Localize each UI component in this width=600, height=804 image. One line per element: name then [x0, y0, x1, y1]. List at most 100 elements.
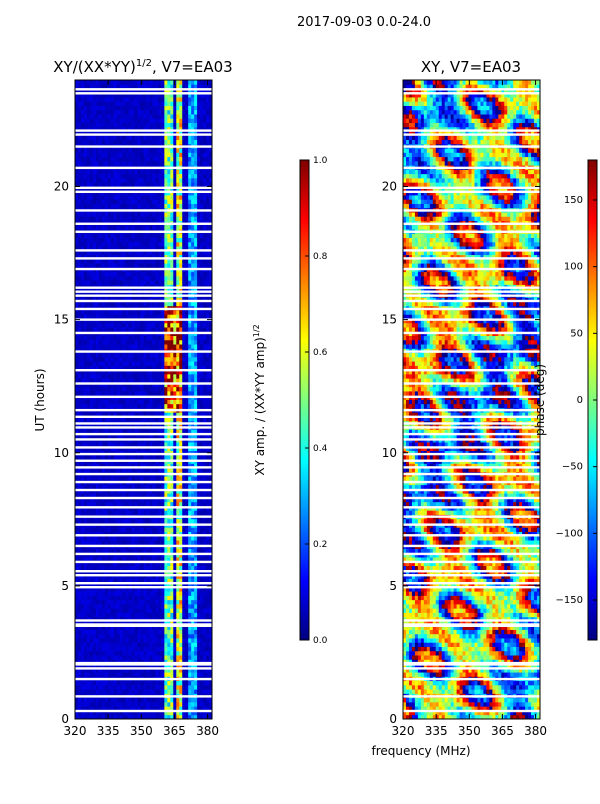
- amplitude-heatmap-cell: [146, 684, 150, 690]
- amplitude-heatmap-cell: [119, 476, 124, 481]
- amplitude-heatmap-cell: [170, 314, 174, 319]
- amplitude-heatmap-cell: [77, 599, 82, 605]
- amplitude-heatmap-cell: [185, 616, 189, 622]
- amplitude-heatmap-cell: [128, 591, 132, 596]
- amplitude-heatmap-cell: [107, 271, 112, 277]
- amplitude-heatmap-cell: [179, 344, 183, 349]
- amplitude-heatmap-cell: [179, 484, 183, 490]
- amplitude-heatmap-cell: [173, 527, 177, 532]
- amplitude-heatmap-cell: [113, 442, 118, 447]
- amplitude-heatmap-cell: [203, 327, 207, 332]
- amplitude-heatmap-cell: [75, 488, 79, 494]
- amplitude-heatmap-cell: [164, 271, 168, 277]
- amplitude-heatmap-cell: [83, 327, 88, 332]
- amplitude-heatmap-cell: [173, 386, 177, 392]
- amplitude-heatmap-cell: [128, 672, 132, 677]
- amplitude-heatmap-cell: [83, 352, 88, 358]
- amplitude-heatmap-cell: [173, 689, 177, 694]
- amplitude-heatmap-cell: [206, 710, 210, 716]
- amplitude-heatmap-cell: [110, 646, 115, 652]
- amplitude-heatmap-cell: [146, 612, 150, 618]
- amplitude-heatmap-cell: [143, 710, 147, 716]
- amplitude-heatmap-cell: [176, 416, 180, 422]
- amplitude-heatmap-cell: [167, 433, 171, 439]
- amplitude-heatmap-cell: [125, 335, 130, 341]
- amplitude-heatmap-cell: [170, 701, 174, 707]
- amplitude-heatmap-cell: [158, 582, 162, 588]
- amplitude-heatmap-cell: [134, 403, 138, 409]
- amplitude-heatmap-cell: [86, 659, 91, 665]
- amplitude-heatmap-cell: [86, 399, 91, 405]
- amplitude-heatmap-cell: [119, 518, 124, 524]
- amplitude-heatmap-cell: [140, 314, 144, 319]
- amplitude-heatmap-cell: [80, 335, 85, 341]
- amplitude-heatmap-cell: [134, 488, 138, 494]
- amplitude-heatmap-cell: [167, 582, 171, 588]
- amplitude-heatmap-cell: [152, 356, 156, 362]
- amplitude-heatmap-cell: [191, 650, 195, 656]
- amplitude-heatmap-cell: [128, 335, 132, 341]
- amplitude-heatmap-cell: [107, 339, 112, 345]
- amplitude-heatmap-cell: [104, 327, 109, 332]
- amplitude-heatmap-cell: [203, 322, 207, 328]
- amplitude-heatmap-cell: [83, 497, 88, 503]
- amplitude-heatmap-cell: [143, 433, 147, 439]
- amplitude-heatmap-cell: [128, 484, 132, 490]
- amplitude-heatmap-cell: [173, 318, 177, 324]
- amplitude-heatmap-cell: [158, 586, 162, 592]
- amplitude-heatmap-cell: [164, 484, 168, 490]
- amplitude-heatmap-cell: [146, 582, 150, 588]
- amplitude-heatmap-cell: [146, 655, 150, 660]
- amplitude-heatmap-cell: [116, 531, 121, 537]
- amplitude-heatmap-cell: [167, 629, 171, 635]
- amplitude-heatmap-cell: [80, 701, 85, 707]
- amplitude-heatmap-cell: [80, 638, 85, 643]
- amplitude-heatmap-cell: [101, 369, 106, 375]
- amplitude-heatmap-cell: [137, 365, 141, 371]
- amplitude-heatmap-cell: [125, 314, 130, 319]
- amplitude-heatmap-cell: [110, 629, 115, 635]
- amplitude-heatmap-cell: [191, 527, 195, 532]
- amplitude-heatmap-cell: [191, 399, 195, 405]
- amplitude-heatmap-cell: [80, 327, 85, 332]
- amplitude-heatmap-cell: [101, 442, 106, 447]
- amplitude-heatmap-cell: [110, 301, 115, 307]
- amplitude-heatmap-cell: [119, 271, 124, 277]
- amplitude-heatmap-cell: [104, 578, 109, 584]
- amplitude-heatmap-cell: [155, 629, 159, 635]
- amplitude-heatmap-cell: [143, 625, 147, 630]
- amplitude-heatmap-cell: [188, 591, 192, 596]
- amplitude-heatmap-cell: [95, 612, 100, 618]
- amplitude-heatmap-cell: [143, 356, 147, 362]
- amplitude-heatmap-cell: [122, 697, 127, 703]
- amplitude-heatmap-cell: [194, 344, 198, 349]
- amplitude-heatmap-cell: [209, 497, 212, 503]
- amplitude-heatmap-cell: [206, 642, 210, 647]
- amplitude-heatmap-cell: [158, 565, 162, 571]
- amplitude-heatmap-cell: [179, 608, 183, 613]
- amplitude-heatmap-cell: [185, 706, 189, 711]
- amplitude-heatmap-cell: [188, 365, 192, 371]
- amplitude-heatmap-cell: [155, 684, 159, 690]
- amplitude-heatmap-cell: [164, 540, 168, 545]
- amplitude-heatmap-cell: [98, 638, 103, 643]
- amplitude-heatmap-cell: [197, 322, 201, 328]
- amplitude-heatmap-cell: [95, 314, 100, 319]
- amplitude-heatmap-cell: [92, 327, 97, 332]
- amplitude-heatmap-cell: [194, 574, 198, 579]
- amplitude-heatmap-cell: [122, 467, 127, 473]
- amplitude-heatmap-cell: [116, 463, 121, 469]
- amplitude-heatmap-cell: [176, 412, 180, 417]
- amplitude-heatmap-cell: [206, 667, 210, 673]
- amplitude-heatmap-cell: [164, 356, 168, 362]
- amplitude-heatmap-cell: [170, 497, 174, 503]
- amplitude-heatmap-cell: [113, 540, 118, 545]
- amplitude-heatmap-cell: [128, 476, 132, 481]
- amplitude-heatmap-cell: [146, 352, 150, 358]
- amplitude-heatmap-cell: [86, 416, 91, 422]
- amplitude-heatmap-cell: [107, 361, 112, 366]
- amplitude-heatmap-cell: [146, 714, 150, 719]
- amplitude-heatmap-cell: [155, 467, 159, 473]
- amplitude-heatmap-cell: [170, 714, 174, 719]
- amplitude-heatmap-cell: [119, 535, 124, 541]
